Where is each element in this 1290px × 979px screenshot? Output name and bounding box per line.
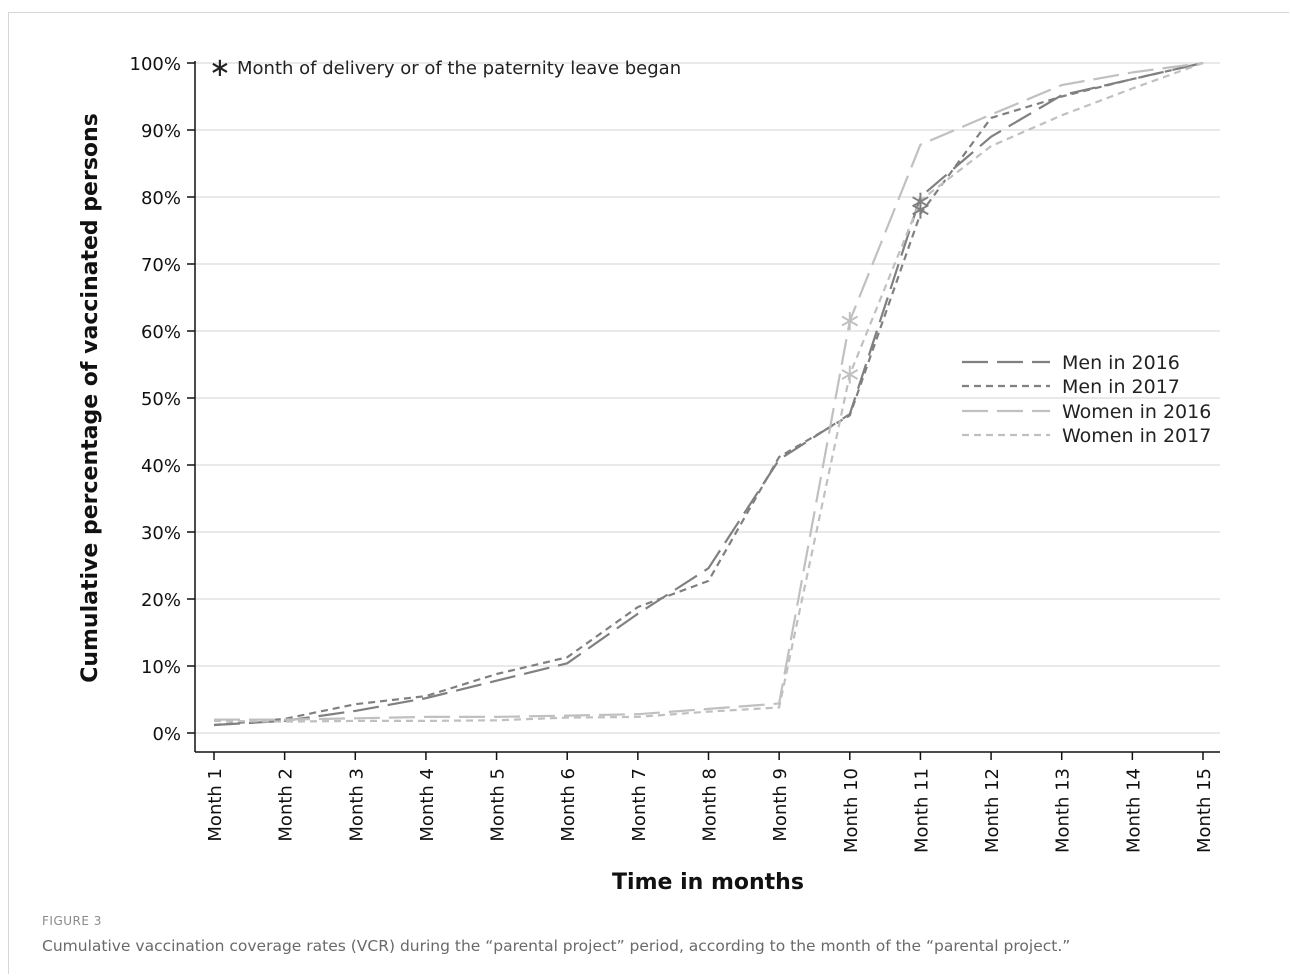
legend-label: Men in 2016 xyxy=(1062,352,1180,374)
x-tick-label: Month 12 xyxy=(982,768,1003,853)
y-tick-label: 100% xyxy=(130,54,181,75)
y-tick-label: 40% xyxy=(141,456,181,477)
y-axis-label: Cumulative percentage of vaccinated pers… xyxy=(78,113,103,683)
delivery-marker xyxy=(912,200,929,219)
delivery-marker xyxy=(841,365,859,384)
axes: 0% 10% 20% 30% 40% 50% 60% 70% 80% 90% 100% Month 1… xyxy=(130,54,1220,853)
x-tick-label: Month 3 xyxy=(346,768,367,842)
legend-item: Men in 2017 xyxy=(962,376,1180,398)
y-tick-label: 60% xyxy=(141,322,181,343)
legend-label: Men in 2017 xyxy=(1062,376,1180,398)
x-tick-label: Month 6 xyxy=(558,768,579,842)
x-tick-label: Month 1 xyxy=(205,768,226,842)
legend-item: Women in 2017 xyxy=(962,425,1211,447)
annotation: ∗ Month of delivery or of the paternity … xyxy=(209,53,681,83)
delivery-markers xyxy=(841,192,929,384)
y-tick-label: 10% xyxy=(141,657,181,678)
x-tick-label: Month 5 xyxy=(488,768,509,842)
x-axis-label: Time in months xyxy=(612,870,804,895)
y-tick-label: 70% xyxy=(141,255,181,276)
figure-caption: Cumulative vaccination coverage rates (V… xyxy=(42,937,1071,955)
x-tick-label: Month 9 xyxy=(770,768,791,842)
x-tick-label: Month 8 xyxy=(700,768,721,842)
figure-label: FIGURE 3 xyxy=(42,914,102,928)
x-tick-label: Month 14 xyxy=(1123,768,1144,853)
y-tick-label: 20% xyxy=(141,590,181,611)
annotation-text: Month of delivery or of the paternity le… xyxy=(237,58,681,79)
gridlines xyxy=(195,62,1220,734)
x-tick-label: Month 15 xyxy=(1194,768,1215,853)
legend-label: Women in 2017 xyxy=(1062,425,1211,447)
series-line-3 xyxy=(213,61,1204,723)
series-line-2 xyxy=(214,61,1204,721)
series-line-0 xyxy=(213,61,1204,727)
legend-label: Women in 2016 xyxy=(1062,401,1211,423)
legend-item: Men in 2016 xyxy=(962,352,1180,374)
y-tick-label: 0% xyxy=(152,724,181,745)
y-tick-label: 90% xyxy=(141,121,181,142)
line-chart: 0% 10% 20% 30% 40% 50% 60% 70% 80% 90% 100% Month 1… xyxy=(78,53,1220,895)
series-lines xyxy=(213,61,1204,727)
y-tick-label: 80% xyxy=(141,188,181,209)
figure-frame xyxy=(8,12,1289,974)
series-line-1 xyxy=(213,61,1204,727)
legend-item: Women in 2016 xyxy=(962,401,1211,423)
annotation-symbol: ∗ xyxy=(209,53,231,83)
y-tick-label: 50% xyxy=(141,389,181,410)
x-tick-label: Month 4 xyxy=(417,768,438,842)
x-tick-label: Month 13 xyxy=(1053,768,1074,853)
x-tick-label: Month 11 xyxy=(911,768,932,853)
x-tick-label: Month 2 xyxy=(276,768,297,842)
delivery-marker xyxy=(841,311,859,330)
y-tick-label: 30% xyxy=(141,523,181,544)
x-tick-label: Month 10 xyxy=(841,768,862,853)
x-tick-label: Month 7 xyxy=(629,768,650,842)
